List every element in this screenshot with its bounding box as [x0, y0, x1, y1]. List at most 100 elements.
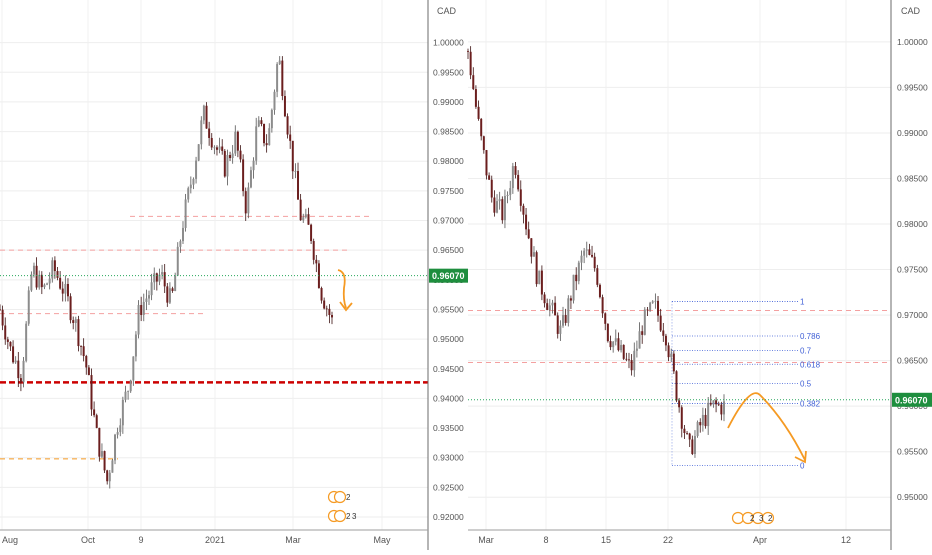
fib-level-label: 0.7: [800, 347, 812, 356]
candle-body: [490, 179, 493, 198]
candle-body: [155, 273, 158, 282]
candle-body: [132, 356, 135, 381]
right-projection: [727, 392, 807, 464]
candle-body: [77, 319, 80, 347]
event-count: 2: [750, 514, 755, 523]
left-price-axis[interactable]: CAD 1.00000 0.99500 0.99000 0.98500 0.98000 0.…: [0, 6, 470, 522]
price-tick-label: 0.92000: [433, 512, 464, 522]
candle-body: [95, 415, 98, 428]
candle-body: [4, 325, 7, 340]
price-tick-label: 0.93000: [433, 453, 464, 463]
candle-body: [263, 124, 266, 144]
candle-body: [548, 305, 551, 310]
candle-body: [538, 270, 541, 285]
candle-body: [179, 241, 182, 247]
candle-body: [40, 274, 43, 288]
fibonacci-retracement[interactable]: 1 0.786 0.7 0.618 0.5 0.382 0: [671, 297, 821, 470]
price-tick-label: 0.95500: [897, 447, 928, 457]
candle-body: [108, 472, 111, 482]
candle-body: [485, 150, 488, 176]
candle-body: [249, 170, 252, 188]
candle-body: [215, 147, 218, 150]
candle-body: [255, 126, 258, 161]
candle-body: [12, 346, 15, 363]
candle-body: [641, 331, 644, 335]
event-flag-icon: [761, 511, 775, 525]
candle-body: [208, 128, 211, 138]
candle-body: [535, 252, 538, 285]
candle-body: [580, 255, 583, 263]
candle-body: [312, 241, 315, 260]
left-time-axis[interactable]: Aug Oct 9 2021 Mar May: [2, 535, 391, 545]
candle-body: [218, 146, 221, 150]
candle-body: [649, 302, 652, 310]
candle-body: [701, 414, 704, 426]
right-price-axis[interactable]: CAD 1.00000 0.99500 0.99000 0.98500 0.98000 0.…: [468, 6, 932, 502]
candle-body: [496, 201, 499, 213]
candle-body: [678, 400, 681, 408]
time-tick-label: 2021: [205, 535, 225, 545]
price-tick-label: 1.00000: [433, 38, 464, 48]
price-tick-label: 0.95000: [897, 492, 928, 502]
left-gridlines: [0, 0, 428, 530]
candle-body: [51, 260, 54, 279]
price-tick-label: 0.97500: [897, 265, 928, 275]
candle-body: [469, 51, 472, 76]
time-tick-label: Aug: [2, 535, 18, 545]
candle-body: [675, 371, 678, 401]
price-tick-label: 0.94000: [433, 393, 464, 403]
candle-body: [572, 274, 575, 301]
candle-body: [723, 401, 725, 415]
candle-body: [270, 109, 273, 129]
candle-body: [181, 227, 184, 242]
price-tick-label: 0.94500: [433, 364, 464, 374]
candle-body: [514, 166, 517, 175]
candle-body: [145, 298, 148, 302]
candle-body: [64, 283, 67, 294]
candle-body: [522, 205, 525, 215]
candle-body: [213, 147, 216, 149]
candle-body: [477, 106, 480, 119]
left-chart-panel[interactable]: 22 3 CAD1.000000.995000.990000.985000.980…: [0, 0, 470, 545]
candle-body: [268, 128, 271, 146]
right-time-axis[interactable]: Mar 8 15 22 Apr 12: [478, 535, 851, 545]
event-flag-icon: [333, 490, 347, 504]
candle-body: [612, 341, 615, 348]
candle-body: [704, 414, 707, 427]
candle-body: [111, 460, 114, 473]
candle-body: [328, 308, 331, 316]
candle-body: [525, 214, 528, 230]
candle-body: [530, 238, 533, 257]
candle-body: [482, 136, 485, 151]
candle-body: [680, 407, 683, 429]
candle-body: [646, 309, 649, 311]
candle-body: [593, 256, 596, 269]
candle-body: [171, 288, 174, 291]
candle-body: [501, 199, 504, 221]
time-tick-label: May: [373, 535, 391, 545]
candle-body: [307, 214, 310, 225]
candle-body: [242, 159, 245, 192]
event-count: 3: [759, 514, 764, 523]
candle-body: [551, 302, 554, 306]
candle-body: [148, 295, 151, 299]
candle-body: [688, 433, 691, 440]
candle-body: [124, 391, 127, 400]
fib-level-label: 0.618: [800, 360, 821, 369]
left-projection: [337, 269, 353, 312]
candle-body: [517, 174, 520, 190]
candle-body: [276, 64, 279, 92]
candle-body: [630, 360, 633, 371]
candle-body: [168, 288, 171, 303]
candle-body: [657, 300, 660, 316]
candle-body: [197, 144, 200, 161]
candle-body: [202, 105, 205, 121]
candle-body: [200, 120, 203, 145]
candle-body: [174, 275, 177, 291]
currency-label: CAD: [901, 6, 921, 16]
left-levels: [0, 215, 428, 460]
event-count: 2: [346, 512, 351, 521]
candle-body: [596, 268, 599, 285]
price-tick-label: 0.96500: [433, 245, 464, 255]
